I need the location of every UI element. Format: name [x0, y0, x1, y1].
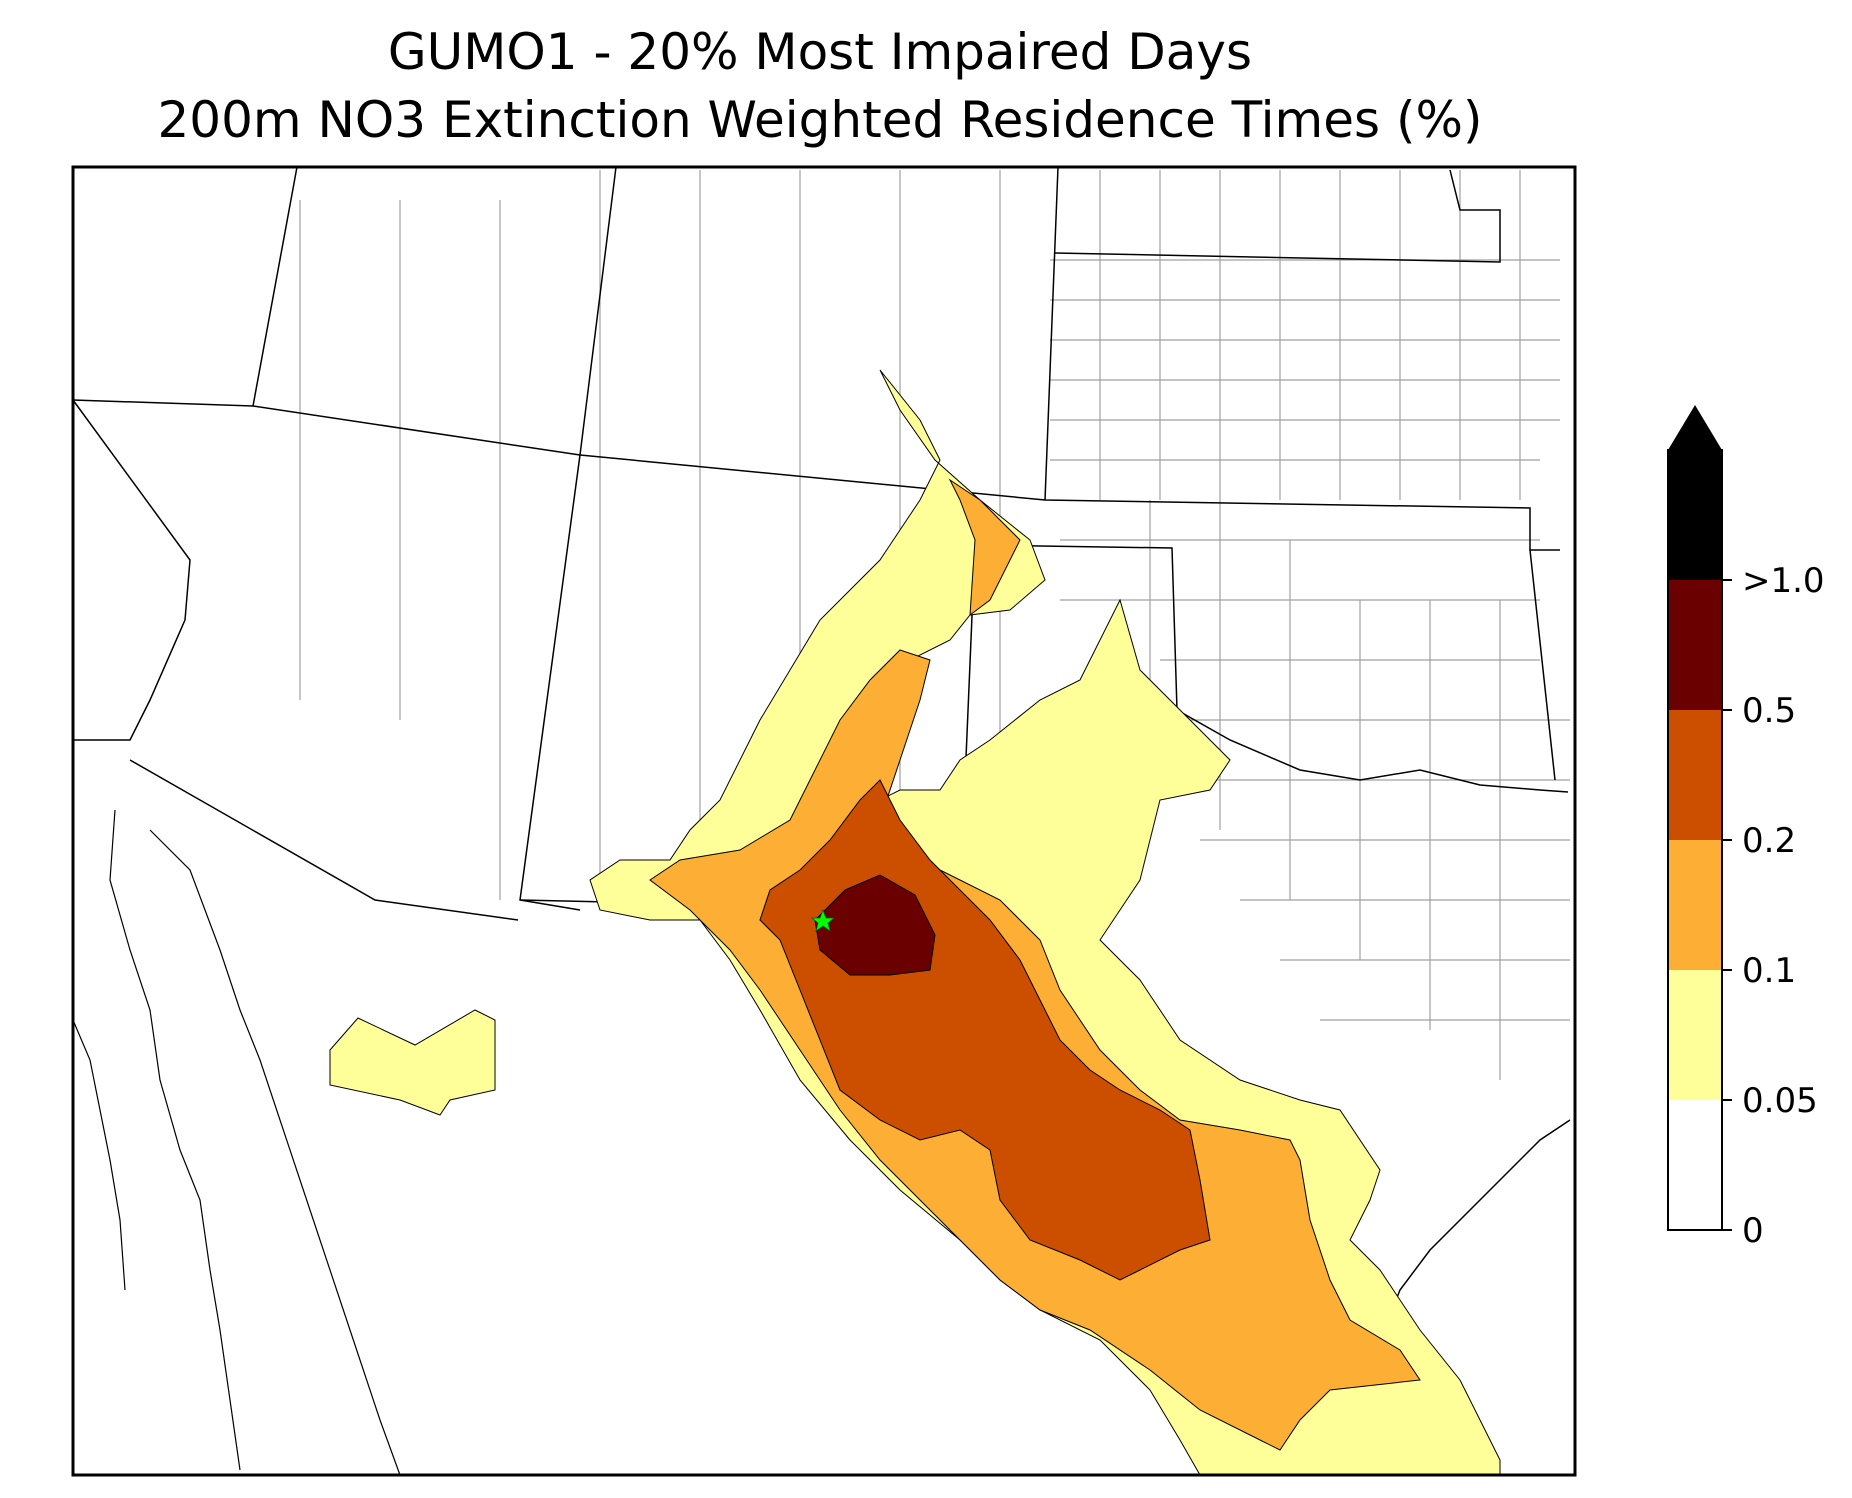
colorbar-tick-label: 0 [1742, 1211, 1764, 1251]
colorbar-tick-label: 0.1 [1742, 951, 1796, 991]
colorbar: 0 0.05 0.1 0.2 0.5 >1.0 [1667, 405, 1825, 1251]
colorbar-tick-label: 0.2 [1742, 821, 1796, 861]
coastline [72, 809, 401, 1476]
site-marker [810, 908, 836, 932]
map-area [71, 165, 1577, 1477]
colorbar-bin [1668, 840, 1722, 970]
colorbar-tick-label: 0.5 [1742, 691, 1796, 731]
colorbar-tick-label: 0.05 [1742, 1081, 1818, 1121]
colorbar-bin [1668, 580, 1722, 710]
colorbar-tick-label: >1.0 [1742, 561, 1825, 601]
contour-level-0_5 [814, 874, 936, 976]
star-icon [810, 908, 836, 932]
county-lines [299, 170, 1570, 1080]
map-title: GUMO1 - 20% Most Impaired Days [387, 23, 1253, 81]
colorbar-bin [1668, 970, 1722, 1100]
colorbar-extend-arrow [1668, 405, 1722, 450]
colorbar-bin [1668, 450, 1722, 580]
colorbar-bin [1668, 710, 1722, 840]
map-subtitle: 200m NO3 Extinction Weighted Residence T… [157, 91, 1483, 149]
colorbar-bin [1668, 1100, 1722, 1230]
